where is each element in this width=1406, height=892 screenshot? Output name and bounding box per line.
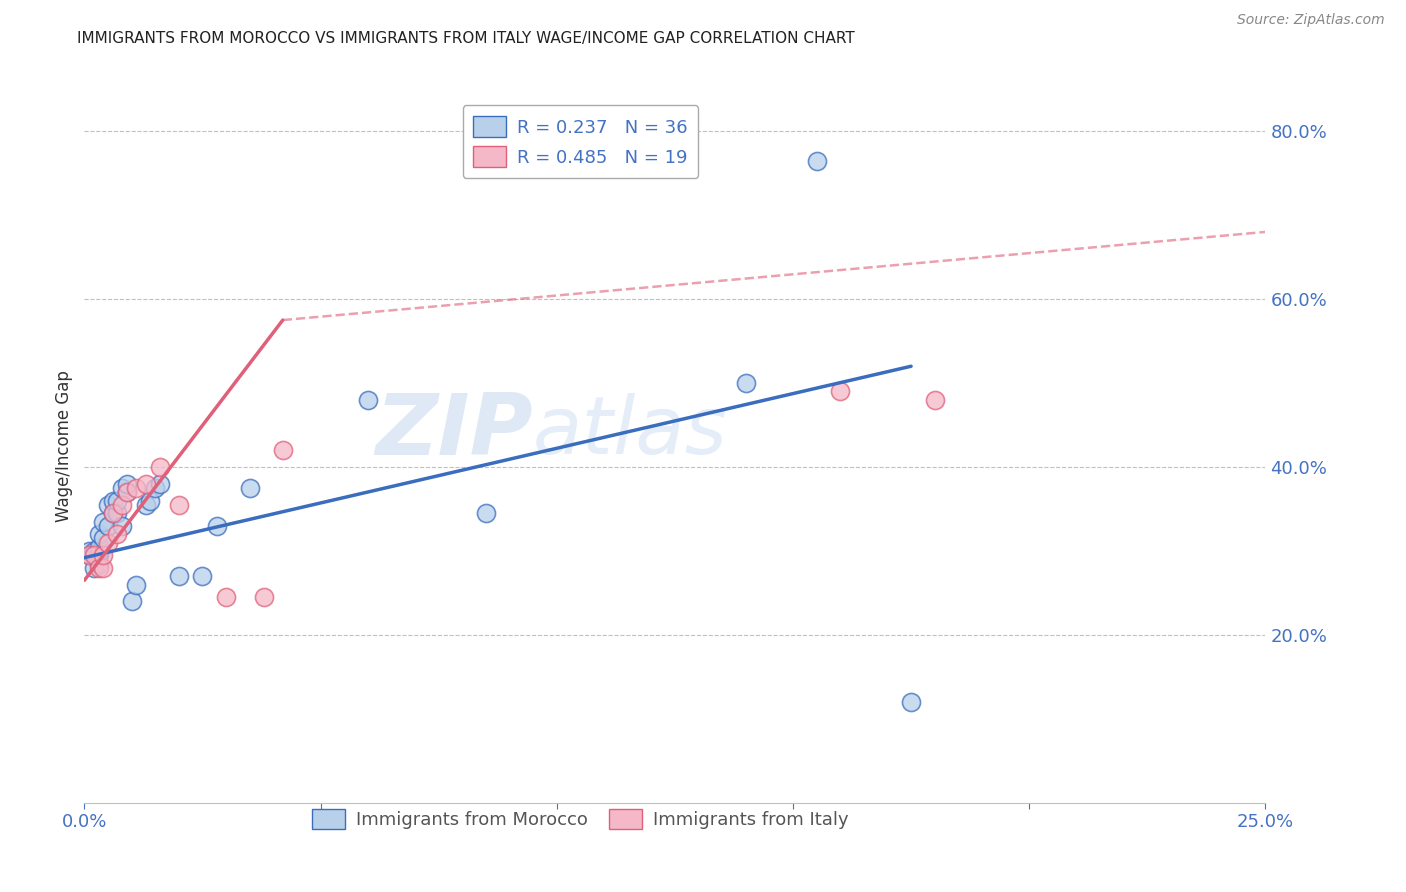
- Point: [101, 493, 124, 508]
- Point: [239, 481, 262, 495]
- Point: [101, 506, 124, 520]
- Point: [115, 485, 138, 500]
- Point: [357, 392, 380, 407]
- Point: [135, 498, 157, 512]
- Text: atlas: atlas: [533, 392, 728, 471]
- Point: [77, 544, 100, 558]
- Point: [97, 518, 120, 533]
- Point: [215, 590, 238, 604]
- Point: [475, 506, 498, 520]
- Point: [139, 493, 162, 508]
- Point: [149, 476, 172, 491]
- Point: [77, 548, 100, 562]
- Point: [107, 506, 129, 520]
- Point: [111, 518, 134, 533]
- Point: [806, 153, 828, 168]
- Point: [91, 560, 114, 574]
- Point: [83, 544, 105, 558]
- Point: [115, 485, 138, 500]
- Point: [191, 569, 214, 583]
- Point: [107, 493, 129, 508]
- Point: [205, 518, 228, 533]
- Point: [115, 476, 138, 491]
- Point: [271, 443, 294, 458]
- Point: [125, 481, 148, 495]
- Point: [87, 557, 110, 571]
- Point: [900, 695, 922, 709]
- Point: [135, 476, 157, 491]
- Point: [149, 460, 172, 475]
- Point: [167, 498, 190, 512]
- Point: [83, 560, 105, 574]
- Point: [830, 384, 852, 399]
- Point: [83, 548, 105, 562]
- Point: [91, 532, 114, 546]
- Point: [87, 548, 110, 562]
- Point: [91, 548, 114, 562]
- Point: [125, 577, 148, 591]
- Point: [87, 527, 110, 541]
- Point: [143, 481, 166, 495]
- Point: [167, 569, 190, 583]
- Point: [101, 506, 124, 520]
- Point: [97, 535, 120, 549]
- Y-axis label: Wage/Income Gap: Wage/Income Gap: [55, 370, 73, 522]
- Point: [91, 515, 114, 529]
- Point: [924, 392, 946, 407]
- Legend: Immigrants from Morocco, Immigrants from Italy: Immigrants from Morocco, Immigrants from…: [305, 801, 855, 837]
- Point: [87, 540, 110, 554]
- Point: [734, 376, 756, 390]
- Point: [121, 594, 143, 608]
- Text: ZIP: ZIP: [375, 390, 533, 474]
- Point: [107, 527, 129, 541]
- Point: [97, 498, 120, 512]
- Point: [77, 548, 100, 562]
- Text: Source: ZipAtlas.com: Source: ZipAtlas.com: [1237, 13, 1385, 28]
- Point: [111, 481, 134, 495]
- Point: [253, 590, 276, 604]
- Point: [87, 544, 110, 558]
- Text: IMMIGRANTS FROM MOROCCO VS IMMIGRANTS FROM ITALY WAGE/INCOME GAP CORRELATION CHA: IMMIGRANTS FROM MOROCCO VS IMMIGRANTS FR…: [77, 31, 855, 46]
- Point: [111, 498, 134, 512]
- Point: [87, 560, 110, 574]
